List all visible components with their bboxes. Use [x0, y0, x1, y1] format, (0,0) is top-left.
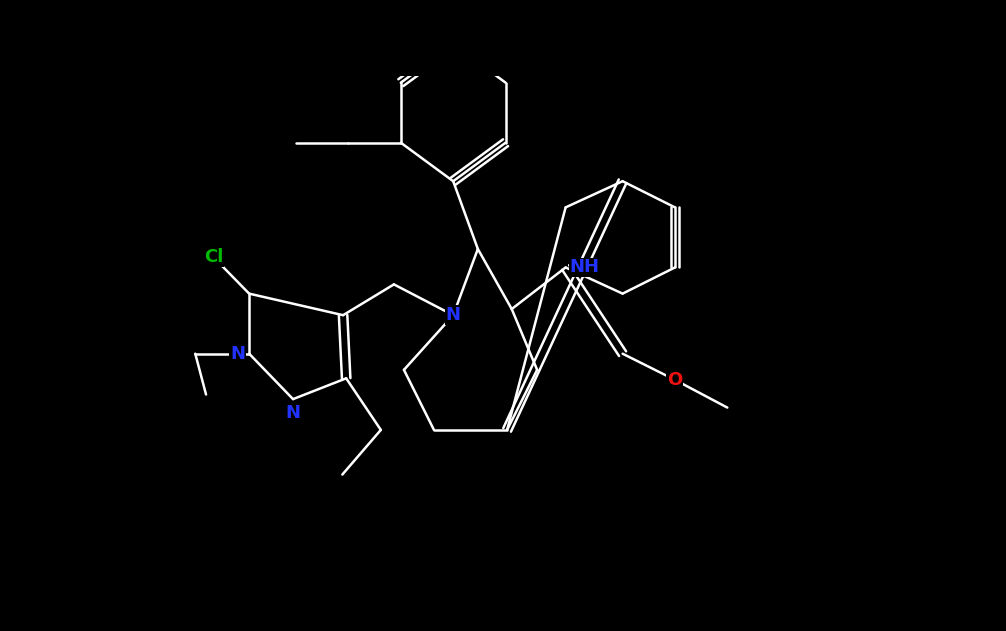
Text: N: N [286, 404, 301, 422]
Text: N: N [230, 345, 245, 363]
Text: NH: NH [569, 259, 600, 276]
Text: O: O [667, 371, 683, 389]
Text: N: N [446, 306, 461, 324]
Text: Cl: Cl [204, 249, 223, 266]
